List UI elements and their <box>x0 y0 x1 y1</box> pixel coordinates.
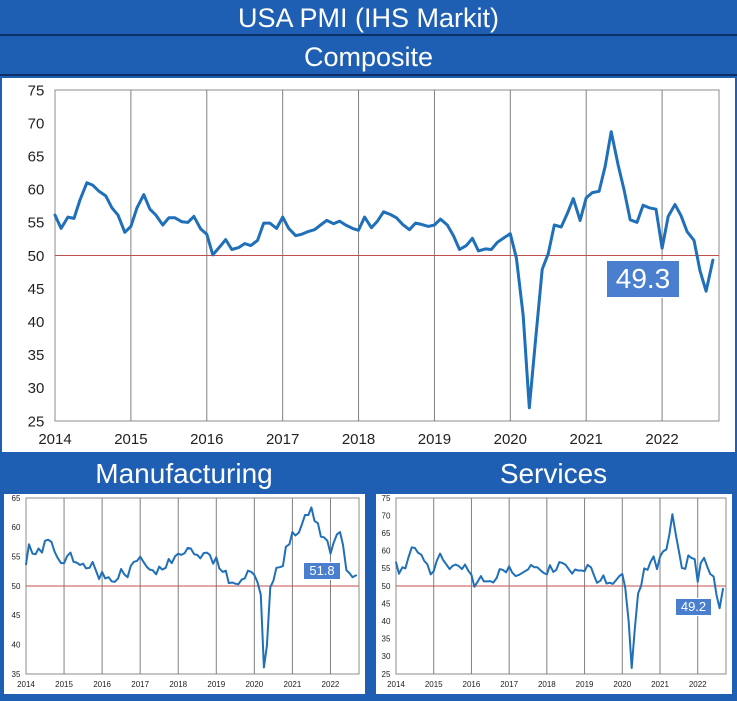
x-tick-label: 2022 <box>645 431 678 448</box>
x-tick-label: 2019 <box>418 431 451 448</box>
y-tick-label: 25 <box>28 413 45 430</box>
series-line <box>395 513 724 669</box>
y-tick-label: 65 <box>12 494 21 503</box>
composite-callout: 49.3 <box>606 260 680 298</box>
y-tick-label: 35 <box>382 635 391 644</box>
x-tick-label: 2017 <box>131 680 149 689</box>
y-tick-label: 70 <box>382 511 391 520</box>
services-chart: 2014 2015 2016 2017 2018 2019 2020 2021 2022 25 30… <box>382 494 727 689</box>
y-tick-label: 45 <box>382 599 391 608</box>
x-tick-label: 2022 <box>322 680 340 689</box>
y-tick-label: 70 <box>28 115 45 132</box>
y-tick-label: 30 <box>382 652 391 661</box>
x-tick-label: 2019 <box>576 680 594 689</box>
manufacturing-chart-panel: 2014 2015 2016 2017 2018 2019 2020 2021 2022 35 40… <box>4 494 365 694</box>
x-tick-label: 2015 <box>114 431 147 448</box>
y-tick-label: 60 <box>28 182 45 199</box>
x-tick-label: 2017 <box>500 680 518 689</box>
y-tick-label: 45 <box>28 281 45 298</box>
y-tick-label: 50 <box>28 248 45 265</box>
y-tick-label: 60 <box>382 547 391 556</box>
y-tick-label: 40 <box>12 640 21 649</box>
y-tick-label: 55 <box>28 215 45 232</box>
x-tick-label: 2018 <box>169 680 187 689</box>
x-tick-label: 2015 <box>425 680 443 689</box>
y-tick-label: 40 <box>28 314 45 331</box>
services-title: Services <box>370 456 737 492</box>
services-chart-panel: 2014 2015 2016 2017 2018 2019 2020 2021 2022 25 30… <box>376 494 732 694</box>
series-line <box>25 506 357 669</box>
y-tick-label: 55 <box>382 564 391 573</box>
y-tick-label: 50 <box>12 582 21 591</box>
x-tick-label: 2021 <box>651 680 669 689</box>
y-tick-label: 30 <box>28 380 45 397</box>
y-tick-label: 60 <box>12 523 21 532</box>
manufacturing-chart: 2014 2015 2016 2017 2018 2019 2020 2021 2022 35 40… <box>12 494 360 689</box>
x-tick-label: 2018 <box>342 431 375 448</box>
y-tick-label: 40 <box>382 617 391 626</box>
x-tick-label: 2014 <box>387 680 405 689</box>
page-title: USA PMI (IHS Markit) <box>0 0 737 36</box>
x-tick-label: 2016 <box>463 680 481 689</box>
y-tick-label: 65 <box>382 529 391 538</box>
x-tick-label: 2020 <box>613 680 631 689</box>
y-tick-label: 25 <box>382 670 391 679</box>
x-tick-label: 2020 <box>494 431 527 448</box>
y-tick-label: 65 <box>28 148 45 165</box>
x-tick-label: 2017 <box>266 431 299 448</box>
x-tick-label: 2015 <box>55 680 73 689</box>
composite-chart: 2014 2015 2016 2017 2018 2019 2020 2021 2022 25 30… <box>28 82 720 448</box>
manufacturing-title: Manufacturing <box>0 456 368 492</box>
x-tick-label: 2014 <box>38 431 71 448</box>
x-tick-label: 2016 <box>93 680 111 689</box>
services-callout: 49.2 <box>675 598 712 616</box>
y-tick-label: 55 <box>12 552 21 561</box>
y-tick-label: 50 <box>382 582 391 591</box>
series-line <box>53 130 715 410</box>
y-tick-label: 35 <box>12 670 21 679</box>
x-tick-label: 2022 <box>689 680 707 689</box>
y-tick-label: 45 <box>12 611 21 620</box>
y-tick-label: 35 <box>28 347 45 364</box>
x-tick-label: 2019 <box>207 680 225 689</box>
x-tick-label: 2020 <box>245 680 263 689</box>
manufacturing-callout: 51.8 <box>303 562 341 580</box>
y-tick-label: 75 <box>28 82 45 99</box>
x-tick-label: 2021 <box>284 680 302 689</box>
x-tick-label: 2021 <box>570 431 603 448</box>
x-tick-label: 2016 <box>190 431 223 448</box>
x-tick-label: 2018 <box>538 680 556 689</box>
composite-title: Composite <box>0 38 737 76</box>
y-tick-label: 75 <box>382 494 391 503</box>
x-tick-label: 2014 <box>17 680 35 689</box>
